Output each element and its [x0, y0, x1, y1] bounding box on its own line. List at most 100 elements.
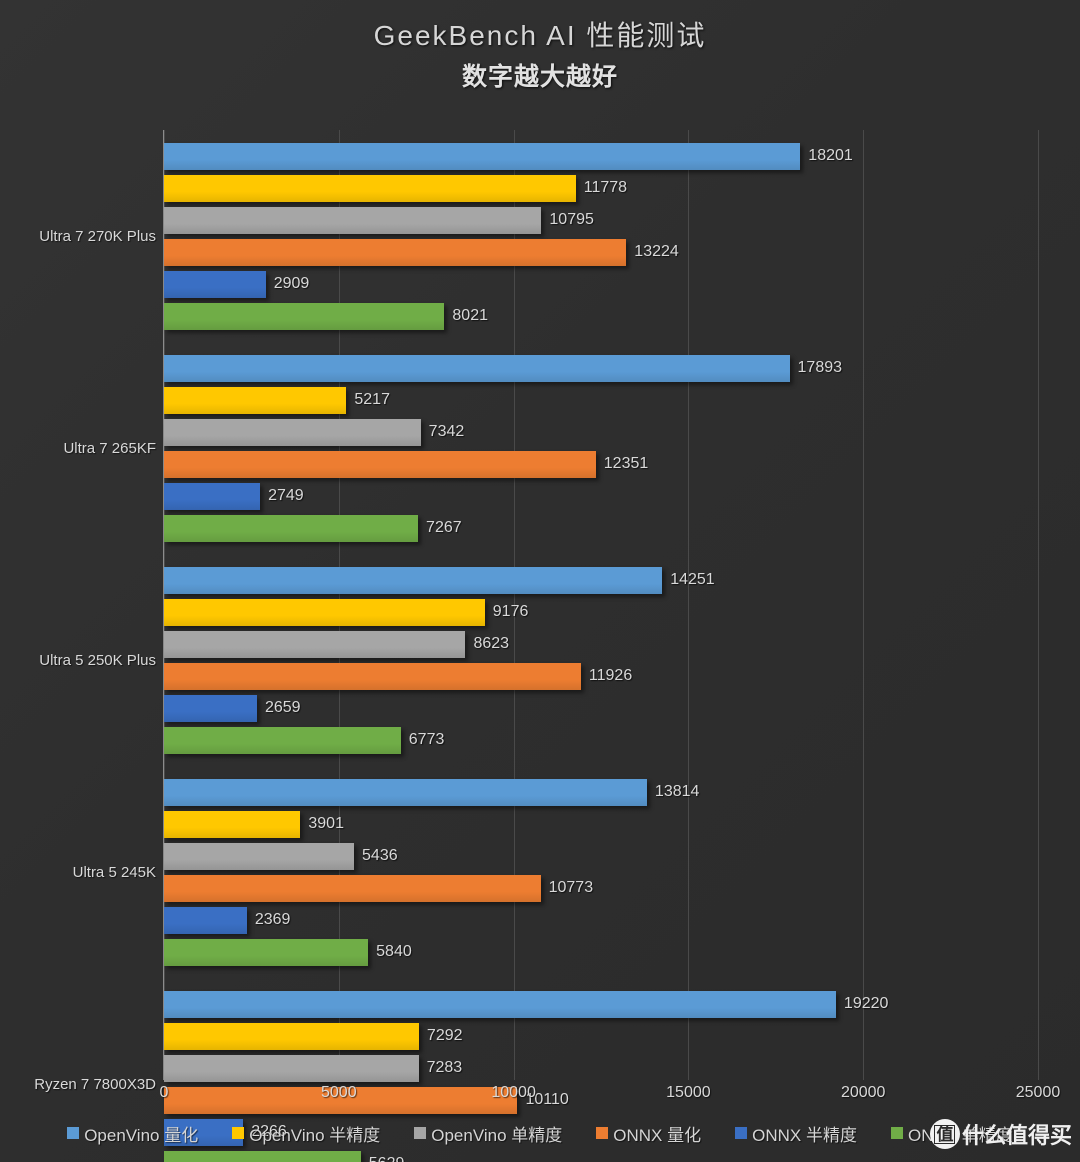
page-title: GeekBench AI 性能测试	[373, 20, 707, 51]
bar-row: 6773	[164, 727, 1038, 754]
legend-label: OpenVino 半精度	[249, 1125, 381, 1145]
bar-value-label: 12351	[603, 455, 649, 472]
bar[interactable]	[164, 175, 576, 202]
legend-item[interactable]: OpenVino 半精度	[232, 1121, 380, 1146]
bar-value-label: 2369	[254, 911, 291, 928]
bar-row: 2659	[164, 695, 1038, 722]
bar-value-label: 5840	[376, 943, 412, 960]
legend-swatch-icon	[67, 1127, 80, 1139]
legend-item[interactable]: OpenVino 量化	[67, 1121, 198, 1146]
bar[interactable]	[164, 727, 401, 754]
bar-group: Ultra 7 265KF 17893 5217 7342 12351 2749 7267	[63, 355, 1038, 542]
bar[interactable]	[164, 207, 542, 234]
legend-label: ONNX 量化	[613, 1125, 702, 1145]
legend-label: ONNX 半精度	[752, 1125, 857, 1145]
bar-row: 13814	[164, 779, 1038, 806]
bar-row: 10773	[164, 875, 1038, 902]
category-label: Ultra 7 270K Plus	[39, 227, 156, 245]
legend-swatch-icon	[414, 1127, 427, 1139]
bar-value-label: 7283	[426, 1059, 463, 1076]
bar[interactable]	[164, 1087, 518, 1114]
bar-value-label: 11926	[588, 667, 633, 684]
bar-row: 7267	[164, 515, 1038, 542]
bar[interactable]	[164, 239, 627, 266]
bar-value-label: 5436	[362, 847, 398, 864]
bar-row: 5217	[164, 387, 1038, 414]
bar[interactable]	[164, 1055, 419, 1082]
bar[interactable]	[164, 303, 445, 330]
bar[interactable]	[164, 663, 581, 690]
gridline	[1038, 130, 1039, 1080]
bar-value-label: 3901	[308, 815, 344, 832]
bar[interactable]	[164, 355, 790, 382]
legend-item[interactable]: ONNX 量化	[596, 1121, 701, 1146]
bar[interactable]	[164, 907, 247, 934]
bar[interactable]	[164, 483, 261, 510]
bar-value-label: 17893	[797, 359, 843, 376]
bar-row: 7292	[164, 1023, 1038, 1050]
bar-group: Ultra 5 245K 13814 3901 5436 10773 2369 5840	[73, 779, 1038, 966]
bar-value-label: 5217	[354, 391, 390, 408]
bar-row: 11926	[164, 663, 1038, 690]
legend-label: OpenVino 量化	[84, 1125, 199, 1145]
bar-row: 5629	[164, 1151, 1038, 1162]
bar-value-label: 10110	[525, 1091, 569, 1108]
bar[interactable]	[164, 567, 663, 594]
legend-item[interactable]: OpenVino 单精度	[414, 1121, 562, 1146]
bar[interactable]	[164, 939, 369, 966]
bar[interactable]	[164, 1023, 419, 1050]
bar[interactable]	[164, 143, 801, 170]
x-axis-tick-label: 25000	[1015, 1084, 1061, 1101]
bar[interactable]	[164, 695, 257, 722]
bar-row: 8623	[164, 631, 1038, 658]
bar[interactable]	[164, 599, 485, 626]
watermark-text: 什么值得买	[961, 1123, 1072, 1148]
x-axis-tick-label: 15000	[666, 1084, 711, 1101]
bar-value-label: 14251	[670, 571, 715, 588]
bar-row: 3901	[164, 811, 1038, 838]
category-label: Ryzen 7 7800X3D	[34, 1075, 156, 1093]
legend-swatch-icon	[232, 1127, 245, 1139]
bar-value-label: 19220	[843, 995, 889, 1012]
bar[interactable]	[164, 1119, 244, 1146]
bar-row: 7283	[164, 1055, 1038, 1082]
bar-value-label: 7292	[426, 1027, 463, 1044]
bar-row: 9176	[164, 599, 1038, 626]
bar[interactable]	[164, 631, 466, 658]
bar[interactable]	[164, 387, 347, 414]
bar-value-label: 2659	[264, 699, 301, 716]
bar[interactable]	[164, 875, 541, 902]
legend-label: OpenVino 单精度	[431, 1125, 563, 1145]
bar-value-label: 5629	[369, 1153, 405, 1162]
chart-subtitle: 数字越大越好	[461, 63, 618, 91]
bar-value-label: 11778	[583, 179, 628, 196]
bar-row: 19220	[164, 991, 1038, 1018]
bar[interactable]	[164, 811, 301, 838]
category-label: Ultra 5 245K	[72, 863, 156, 881]
bar[interactable]	[164, 1151, 361, 1162]
bar-value-label: 8021	[452, 307, 488, 324]
bar[interactable]	[164, 779, 647, 806]
bar[interactable]	[164, 271, 266, 298]
title-block: GeekBench AI 性能测试 数字越大越好	[0, 16, 1080, 98]
plot-area: Ultra 7 270K Plus 18201 11778 10795 13224 290…	[34, 130, 1039, 1162]
bar[interactable]	[164, 843, 355, 870]
x-axis-tick-label: 0	[159, 1084, 169, 1101]
bar[interactable]	[164, 419, 421, 446]
bar[interactable]	[164, 991, 836, 1018]
gridline	[688, 130, 690, 1080]
legend-item[interactable]: ONNX 半精度	[735, 1121, 857, 1146]
category-label: Ultra 7 265KF	[63, 439, 156, 457]
bar-row: 11778	[164, 175, 1038, 202]
bar[interactable]	[164, 515, 419, 542]
bar-value-label: 8623	[473, 635, 510, 652]
legend-swatch-icon	[735, 1127, 748, 1139]
bar-row: 10795	[164, 207, 1038, 234]
bar-value-label: 7342	[428, 423, 465, 440]
bar-row: 2266	[164, 1119, 1038, 1146]
x-axis-tick-label: 10000	[491, 1084, 536, 1101]
bar-value-label: 2266	[251, 1123, 287, 1140]
bar[interactable]	[164, 451, 596, 478]
legend-swatch-icon	[596, 1127, 609, 1139]
bar-row: 12351	[164, 451, 1038, 478]
